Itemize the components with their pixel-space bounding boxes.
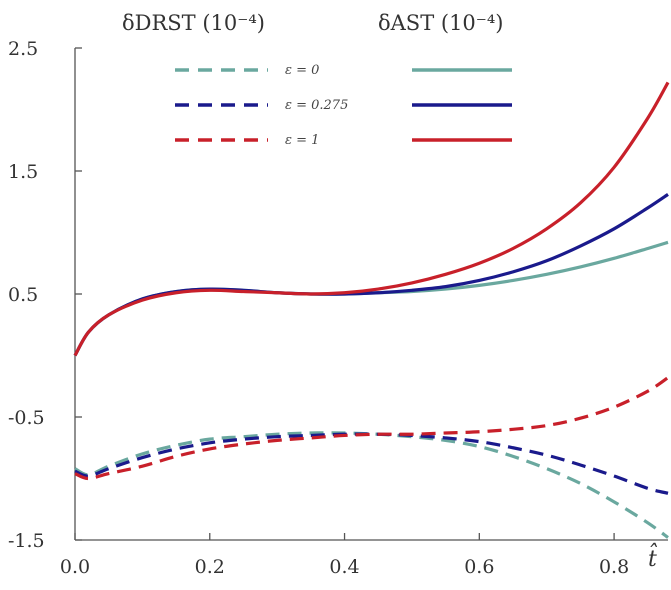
y-tick-label: 2.5	[8, 38, 38, 60]
y-tick-label: 1.5	[8, 161, 38, 183]
ast-series-eps0275	[73, 193, 669, 357]
x-tick-label: 0.0	[60, 556, 90, 578]
drst-series-eps1	[74, 376, 669, 481]
legend-label-eps0: ε = 0	[285, 63, 319, 78]
legend-label-eps0275: ε = 0.275	[285, 98, 348, 113]
axes: 2.5 1.5 0.5 -0.5 -1.5 0.0 0.2 0.4 0.6 0.8	[8, 38, 668, 578]
legend-label-eps1: ε = 1	[285, 133, 319, 148]
series-layer	[73, 81, 670, 539]
drst-series-eps0	[74, 431, 669, 539]
dashed-series-header: δDRST (10⁻⁴)	[122, 11, 265, 35]
y-tick-label: 0.5	[8, 284, 38, 306]
x-tick-label: 0.8	[599, 556, 629, 578]
legend: ε = 0 ε = 0.275 ε = 1	[175, 63, 512, 148]
ast-series-eps0	[73, 240, 669, 357]
y-tick-label: -1.5	[8, 530, 45, 552]
x-tick-label: 0.4	[329, 556, 359, 578]
y-tick-label: -0.5	[8, 407, 45, 429]
solid-series-header: δAST (10⁻⁴)	[378, 11, 504, 35]
x-tick-label: 0.2	[195, 556, 225, 578]
ast-series-eps1	[73, 81, 670, 357]
x-axis-label: t̂	[648, 543, 658, 572]
x-tick-label: 0.6	[464, 556, 494, 578]
